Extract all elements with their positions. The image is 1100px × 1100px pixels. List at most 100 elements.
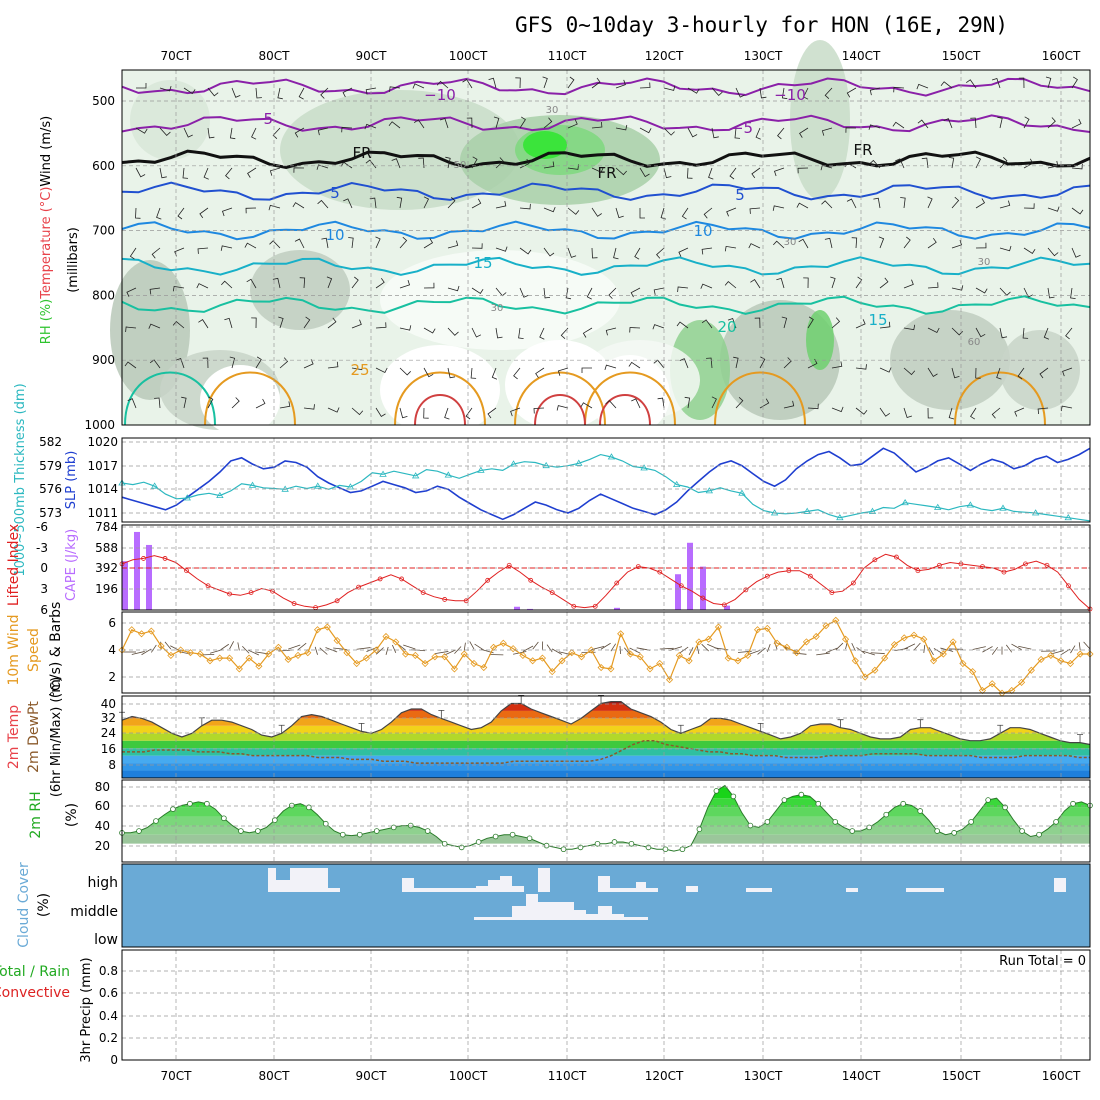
surface-wind-barb [913,642,921,651]
surface-wind-barb [1078,642,1081,651]
high-cloud-block [1054,878,1066,892]
wind-barb [151,247,161,259]
wind-barb [207,396,214,409]
wind-barb [436,80,449,89]
precip-tick-label: 0.8 [99,964,118,978]
rh-tick-label: 40 [95,819,110,833]
surface-wind-barb [141,648,152,656]
high-cloud-block [276,880,290,892]
li-tick-label: 6 [40,603,48,617]
rh-marker [917,808,923,814]
wind-speed-marker [343,649,351,657]
precip-tick-label: 0 [110,1053,118,1067]
x-tick-label-bottom: 150CT [942,1069,981,1083]
wind-barb [375,322,387,329]
wind-barb [465,407,473,420]
li-marker [141,556,146,561]
temperature-contour [414,394,466,426]
li-marker [291,601,297,606]
wind-barb [927,407,934,419]
wind-barb [1070,287,1076,299]
high-cloud-block [290,868,304,892]
wind-barb [268,204,281,211]
wind-barb [375,407,386,418]
wind-barb [591,167,604,173]
wind-barb [996,367,1002,380]
wind-barb [951,239,962,249]
li-marker [937,562,942,568]
rh-marker [1053,819,1059,825]
rh-region [1000,330,1080,410]
x-tick-label-top: 80CT [259,49,291,63]
temperature-contour [394,371,486,426]
temp-minmax-bar [837,719,844,728]
wind-barb [1017,367,1025,380]
wind-barb [556,405,569,411]
page-title: GFS 0~10day 3-hourly for HON (16E, 29N) [515,13,1008,37]
wind-barb [773,167,785,177]
temperature-contour-label: 5 [330,184,340,202]
profile-ylabel-units: (millibars) [66,227,81,293]
wind-barb [879,277,889,289]
wind-barb [749,207,761,214]
temperature-contour [599,394,651,426]
surface-wind-barb [1050,650,1064,655]
wind-barb [519,203,531,210]
high-cloud-block [328,888,340,892]
surface-wind-barb [1083,641,1091,650]
temperature-contour-label: 25 [350,361,369,379]
wind-barb [903,279,914,289]
wind-barb [351,276,359,289]
thickness-marker [770,509,779,516]
wind-barb [943,118,953,129]
wind-barb [869,87,881,96]
li-marker [571,603,577,609]
wind-barb [244,242,257,249]
wind-barb [687,127,698,138]
thickness-tick-label: 576 [39,482,62,496]
wind-barb [326,276,333,289]
wind-barb [615,207,624,219]
wind-barb [220,245,233,251]
wind-speed-marker [773,639,781,647]
wind-barb [807,403,819,410]
li-marker [807,573,813,579]
wind-barb [1047,247,1059,257]
surface-wind-barb [319,647,328,655]
wind-barb [727,317,737,329]
thickness-marker [738,489,746,496]
wind-barb [560,327,569,339]
temperature-contour [121,295,1091,315]
wind-barb [634,247,641,260]
slp-tick-label: 1014 [87,482,118,496]
high-cloud-block [746,888,772,892]
rh-marker [221,815,227,822]
rh-marker [798,791,805,798]
wind-barb [396,196,403,209]
wind-barb [759,356,766,369]
wind-barb [423,196,430,209]
temp-band [122,748,1090,756]
wind-speed-marker [636,653,644,661]
surface-wind-barb [375,647,384,655]
thickness-marker [346,483,355,490]
wind-barb [1047,160,1059,169]
wind-barb [277,87,283,100]
wind-speed-marker [969,668,977,676]
wind-barb [1039,367,1049,379]
wind-speed-marker [568,649,576,657]
wind-barb [375,277,385,289]
wind-barb [303,404,315,410]
thickness-marker [1031,509,1040,516]
cape-tick-label: 196 [95,582,118,596]
high-cloud-block [488,880,500,892]
surface-wind-barb [551,648,563,655]
wind-speed-marker [910,631,918,639]
wind-barb [278,316,284,329]
wind-barb [491,367,498,380]
wind-speed-marker [1027,666,1035,674]
wind-barb [447,285,460,292]
li-ylabel: Lifted Index [6,524,22,606]
temp-band [122,703,1090,711]
wind-barb [389,86,401,92]
